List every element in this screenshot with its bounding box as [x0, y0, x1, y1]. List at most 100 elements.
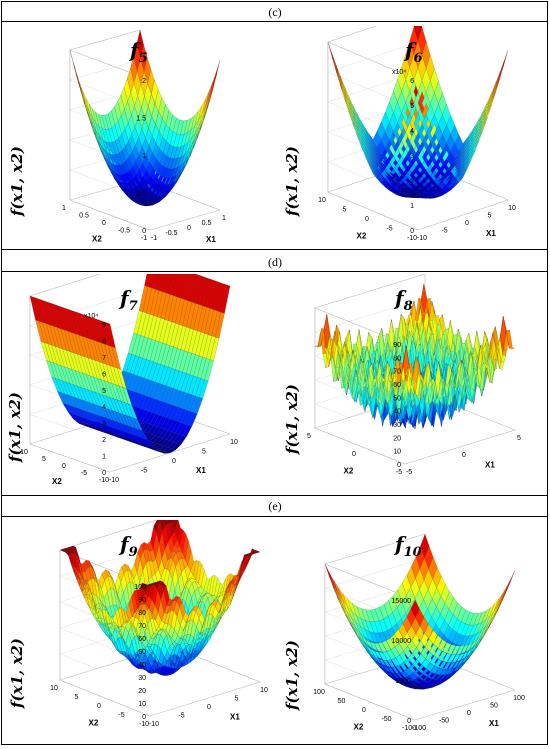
z-tick-label: 5 — [102, 388, 106, 395]
x-tick-label: 0 — [172, 458, 176, 465]
x-tick-label: -50 — [439, 718, 449, 725]
y-tick-label: 0.5 — [79, 213, 89, 220]
y-tick-label: 5 — [343, 207, 347, 214]
z-tick-label: 0.5 — [136, 191, 146, 198]
x-tick-label: 0 — [187, 225, 191, 232]
z-tick-label: 90 — [138, 597, 146, 604]
z-axis-label: f(x1, x2) — [8, 638, 26, 708]
z-tick-label: 30 — [138, 675, 146, 682]
y-tick-label: -10 — [139, 721, 149, 728]
y-tick-label: 5 — [42, 456, 46, 463]
divider — [1, 21, 548, 22]
z-tick-label: 4 — [102, 404, 106, 411]
y-tick-label: 1 — [62, 205, 66, 212]
y-tick-label: 10 — [50, 685, 58, 692]
y-tick-label: -10 — [407, 235, 417, 242]
z-multiplier: x10⁴ — [84, 313, 98, 320]
z-tick-label: 30 — [393, 422, 401, 429]
x-axis-label: X1 — [486, 229, 496, 238]
y-tick-label: 50 — [338, 698, 346, 705]
z-tick-label: 10 — [138, 701, 146, 708]
y-tick-label: 0 — [102, 220, 106, 227]
y-tick-label: -5 — [396, 469, 402, 476]
x-tick-label: 5 — [202, 449, 206, 456]
caption-c: (c) — [0, 5, 550, 20]
z-tick-label: 0 — [102, 470, 106, 477]
x-tick-label: -10 — [417, 235, 427, 242]
divider — [1, 271, 548, 272]
z-tick-label: 10000 — [392, 638, 412, 645]
y-tick-label: 0 — [362, 707, 366, 714]
x-tick-label: -5 — [141, 468, 147, 475]
z-tick-label: 0 — [142, 228, 146, 235]
plot-title: f9 — [120, 532, 138, 560]
z-tick-label: 40 — [138, 662, 146, 669]
z-tick-label: 10 — [393, 449, 401, 456]
y-tick-label: -5 — [118, 712, 124, 719]
z-tick-label: 0 — [142, 714, 146, 721]
caption-e: (e) — [0, 499, 550, 514]
y-axis-label: X2 — [92, 235, 102, 244]
z-tick-label: 6 — [410, 78, 414, 85]
z-tick-label: 0 — [410, 228, 414, 235]
z-tick-label: 9 — [102, 322, 106, 329]
x-tick-label: 0 — [207, 704, 211, 711]
y-tick-label: 5 — [307, 433, 311, 440]
z-tick-label: 8 — [102, 338, 106, 345]
x-tick-label: 0 — [465, 220, 469, 227]
y-tick-label: 100 — [313, 689, 325, 696]
z-tick-label: 70 — [138, 623, 146, 630]
y-axis-label: X2 — [357, 232, 367, 241]
x-tick-label: 0 — [462, 452, 466, 459]
y-tick-label: -5 — [81, 470, 87, 477]
x-axis-label: X1 — [485, 461, 495, 470]
y-tick-label: 0 — [97, 703, 101, 710]
z-tick-label: 0 — [407, 718, 411, 725]
x-axis-label: X1 — [489, 719, 499, 728]
divider — [1, 249, 548, 250]
z-tick-label: 1 — [102, 454, 106, 461]
z-axis-label: f(x1, x2) — [283, 640, 301, 710]
x-tick-label: -5 — [178, 713, 184, 720]
z-tick-label: 6 — [102, 371, 106, 378]
x-tick-label: 1 — [222, 215, 226, 222]
x-tick-label: -5 — [406, 469, 412, 476]
z-tick-label: 80 — [393, 355, 401, 362]
z-tick-label: 5000 — [395, 678, 411, 685]
z-tick-label: 3 — [102, 421, 106, 428]
x-tick-label: 0 — [467, 710, 471, 717]
z-tick-label: 40 — [393, 409, 401, 416]
y-tick-label: -50 — [381, 716, 391, 723]
z-tick-label: 50 — [393, 395, 401, 402]
z-tick-label: 7 — [102, 355, 106, 362]
y-tick-label: -10 — [99, 477, 109, 484]
x-tick-label: 10 — [508, 205, 516, 212]
x-axis-label: X1 — [230, 713, 240, 722]
y-tick-label: -1 — [141, 235, 147, 242]
z-tick-label: 5 — [410, 103, 414, 110]
x-tick-label: 5 — [488, 213, 492, 220]
x-tick-label: 10 — [230, 439, 238, 446]
x-tick-label: -10 — [109, 477, 119, 484]
x-axis-label: X1 — [196, 466, 206, 475]
z-tick-label: 60 — [138, 636, 146, 643]
x-axis-label: X1 — [206, 235, 216, 244]
caption-d: (d) — [0, 255, 550, 270]
x-tick-label: -10 — [149, 721, 159, 728]
y-tick-label: 0 — [62, 463, 66, 470]
plot-title: f10 — [395, 532, 422, 560]
x-tick-label: 0.5 — [202, 220, 212, 227]
x-tick-label: -5 — [441, 228, 447, 235]
x-tick-label: 5 — [235, 696, 239, 703]
divider — [1, 516, 548, 517]
z-axis-label: f(x1, x2) — [283, 146, 301, 216]
x-tick-label: -1 — [151, 235, 157, 242]
x-tick-label: -0.5 — [165, 230, 177, 237]
y-tick-label: 0 — [365, 216, 369, 223]
y-tick-label: 5 — [75, 694, 79, 701]
z-tick-label: 2 — [142, 78, 146, 85]
